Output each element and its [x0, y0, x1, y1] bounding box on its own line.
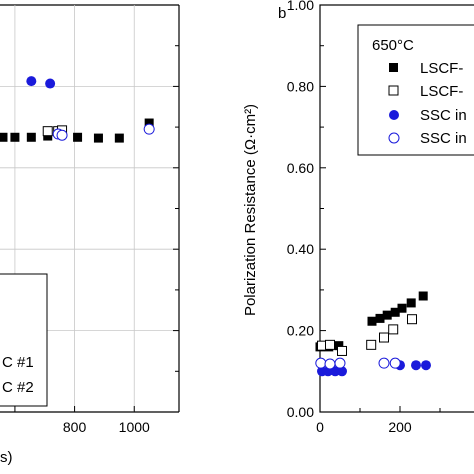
panel-b-point — [375, 313, 385, 323]
panel-a-point — [114, 133, 124, 143]
panel-a-legend-line-1: C #1 — [2, 354, 34, 371]
panel-a-legend-box — [0, 273, 48, 407]
panel-b-point — [325, 339, 335, 350]
panel-b-point — [407, 314, 417, 325]
panel-b-point — [388, 324, 399, 335]
panel-b-y-tick-label: 0.40 — [287, 241, 314, 257]
panel-a-point — [26, 76, 37, 87]
panel-b-point — [337, 345, 347, 356]
panel-b-y-axis-label: Polarization Resistance (Ω·cm²) — [242, 104, 259, 316]
panel-b-point — [366, 339, 377, 350]
panel-b-x-tick-label: 200 — [388, 419, 412, 435]
panel-b-point — [397, 303, 407, 313]
panel-b-point — [315, 357, 327, 369]
panel-b-point — [406, 298, 416, 308]
panel-a-point — [144, 118, 154, 128]
panel-b-legend-label-1: LSCF- — [420, 60, 463, 77]
panel-b-y-tick-label: 0.60 — [287, 160, 314, 176]
panel-b-point — [421, 360, 431, 371]
panel-a-point — [0, 132, 8, 142]
panel-b-point — [334, 341, 344, 351]
legend-marker-open-square — [388, 85, 399, 96]
panel-b-y-tick-label: 0.80 — [287, 78, 314, 94]
panel-b-point — [378, 357, 390, 369]
panel-b-legend-label-4: SSC in — [420, 130, 467, 147]
panel-a-point — [93, 133, 103, 143]
panel-b-point — [382, 310, 392, 320]
legend-marker-filled-circle — [389, 110, 399, 120]
panel-b: b 0.00 0.20 0.40 0.60 0.80 1.00 0 200 Polarizat… — [242, 0, 474, 435]
panel-b-legend-title: 650°C — [372, 37, 414, 54]
panel-b-y-tick-label: 1.00 — [287, 0, 314, 13]
panel-b-point — [418, 291, 428, 301]
panel-b-point — [324, 358, 336, 370]
legend-marker-open-circle — [388, 132, 400, 144]
panel-a-point — [143, 123, 155, 135]
panel-a-point — [73, 132, 83, 142]
panel-b-ticks: 0.00 0.20 0.40 0.60 0.80 1.00 0 200 — [287, 0, 441, 435]
panel-a-x-tick-label: 1000 — [119, 419, 150, 435]
panel-b-y-tick-label: 0.00 — [287, 404, 314, 420]
panel-a-ticks: 800 1000 — [14, 4, 179, 435]
panel-a-legend-line-2: C #2 — [2, 379, 34, 396]
panel-a-legend: C #1 C #2 — [0, 273, 48, 407]
panel-a-point — [26, 132, 36, 142]
panel-b-legend-label-2: LSCF- — [420, 83, 463, 100]
panel-b-point — [367, 316, 377, 326]
panel-a-data-points — [0, 76, 155, 143]
panel-a-point — [56, 129, 68, 141]
panel-b-point — [390, 307, 400, 317]
panel-b-point — [337, 366, 347, 377]
panel-b-legend-label-3: SSC in — [420, 107, 467, 124]
panel-a-x-tick-label: 800 — [63, 419, 87, 435]
panel-b-legend: 650°C LSCF- LSCF- SSC in SSC in — [357, 24, 474, 156]
panel-b-point — [389, 357, 401, 369]
panel-a-point — [45, 78, 56, 89]
legend-marker-filled-square — [389, 63, 398, 72]
panel-b-y-tick-label: 0.20 — [287, 323, 314, 339]
panel-b-data-points — [315, 291, 431, 377]
panel-b-point — [411, 360, 421, 371]
panel-b-x-tick-label: 0 — [316, 419, 324, 435]
panel-a-point — [42, 126, 53, 137]
panel-b-label: b — [278, 5, 286, 22]
panel-a-x-axis-label: s) — [0, 449, 13, 466]
panel-a-point — [10, 132, 20, 142]
panel-b-point — [379, 332, 389, 343]
panel-a: 800 1000 C #1 C #2 s) — [0, 4, 180, 466]
panel-b-point — [334, 357, 346, 369]
panel-b-legend-box — [357, 24, 474, 156]
